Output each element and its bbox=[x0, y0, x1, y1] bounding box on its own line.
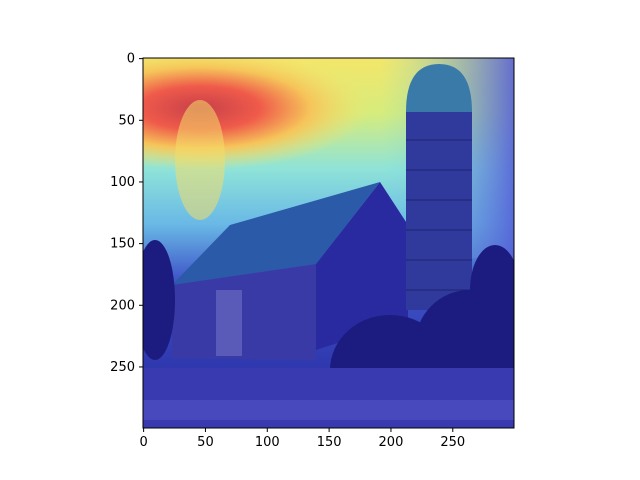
plot-area bbox=[143, 58, 514, 428]
x-tick-label: 250 bbox=[440, 435, 465, 450]
y-tick-label: 150 bbox=[110, 237, 135, 252]
x-tick-label: 50 bbox=[197, 435, 214, 450]
barn bbox=[172, 182, 408, 360]
x-tick-label: 0 bbox=[139, 435, 147, 450]
barn-roof bbox=[172, 182, 380, 285]
y-axis: 0 50 100 150 200 250 bbox=[110, 52, 143, 375]
barn-side bbox=[172, 264, 316, 360]
y-tick-label: 0 bbox=[127, 52, 135, 67]
x-tick-label: 100 bbox=[255, 435, 280, 450]
silo-bands bbox=[406, 139, 472, 291]
y-tick-label: 250 bbox=[110, 360, 135, 375]
y-tick-label: 50 bbox=[118, 113, 135, 128]
road bbox=[143, 400, 514, 420]
silo-dome bbox=[406, 64, 472, 112]
barn-gable bbox=[316, 182, 408, 350]
silo bbox=[406, 64, 472, 310]
y-tick-label: 200 bbox=[110, 298, 135, 313]
heatmap-warm-plume bbox=[175, 100, 225, 220]
x-tick-label: 150 bbox=[317, 435, 342, 450]
silo-body bbox=[406, 110, 472, 310]
barn-door bbox=[216, 290, 242, 356]
axes-frame bbox=[142, 57, 515, 429]
x-tick-label: 200 bbox=[379, 435, 404, 450]
x-axis: 0 50 100 150 200 250 bbox=[139, 428, 465, 450]
y-tick-label: 100 bbox=[110, 175, 135, 190]
